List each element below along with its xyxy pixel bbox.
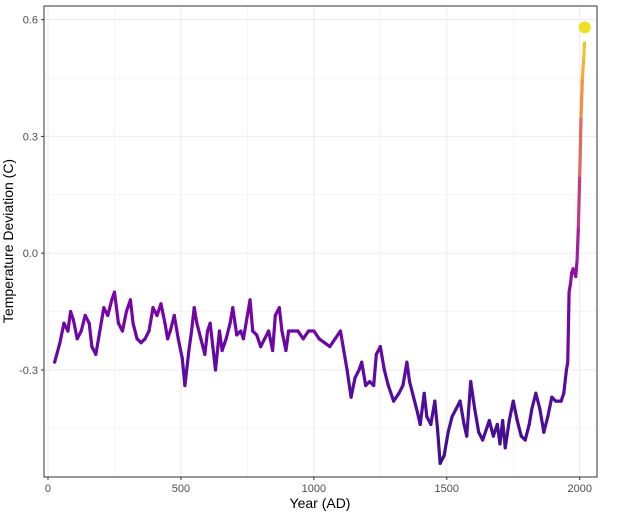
temperature-line-segment <box>574 259 579 279</box>
temperature-line-segment <box>187 329 194 353</box>
temperature-line-segment <box>94 329 102 356</box>
grid-lines <box>44 6 597 477</box>
panel-border <box>43 5 598 478</box>
temperature-line-segment <box>248 298 255 333</box>
temperature-line-segment <box>538 407 546 434</box>
y-tick-label: 0.3 <box>23 131 38 143</box>
temperature-line-segment <box>575 224 580 263</box>
temperature-line-segment <box>411 395 420 415</box>
temperature-line-segment <box>87 321 94 349</box>
temperature-line-segment <box>58 321 66 345</box>
temperature-line-segment <box>422 391 429 419</box>
temperature-line-segment <box>523 422 531 442</box>
y-tick-label: -0.3 <box>19 365 38 377</box>
temperature-line-segment <box>208 321 215 349</box>
temperature-line-segment <box>469 380 477 411</box>
y-tick-label: 0.0 <box>23 248 38 260</box>
temperature-line-segment <box>566 290 571 364</box>
temperature-line-segment <box>220 337 228 353</box>
temperature-line-segment <box>582 41 587 61</box>
temperature-line-segment <box>433 399 440 430</box>
temperature-line-segment <box>473 407 481 434</box>
temperature-line-segment <box>120 309 129 333</box>
endpoint-marker <box>578 21 591 34</box>
temperature-line-segment <box>159 302 167 325</box>
y-axis-title: Temperature Deviation (C) <box>0 159 16 323</box>
panel-background <box>44 6 597 477</box>
x-tick-label: 0 <box>45 483 51 495</box>
temperature-line-segment <box>562 368 569 395</box>
temperature-line-segment <box>382 368 390 388</box>
temperature-line-segment <box>176 337 184 360</box>
temperature-line-segment <box>515 418 523 438</box>
temperature-line-segment <box>147 306 155 333</box>
temperature-line <box>53 41 587 465</box>
plot-panel <box>43 5 598 478</box>
temperature-line-segment <box>277 306 284 333</box>
y-tick-label: 0.6 <box>23 15 38 27</box>
temperature-line-segment <box>71 317 79 341</box>
temperature-line-segment <box>534 391 542 411</box>
temperature-line-segment <box>542 415 550 434</box>
temperature-line-segment <box>203 329 210 356</box>
temperature-line-segment <box>579 76 584 119</box>
temperature-line-segment <box>349 376 357 399</box>
x-axis: 0 500 1000 1500 2000 <box>45 477 592 495</box>
x-tick-label: 2000 <box>567 483 591 495</box>
temperature-line-segment <box>338 329 345 349</box>
temperature-line-segment <box>446 415 454 434</box>
temperature-line-segment <box>131 321 139 341</box>
temperature-line-segment <box>481 426 489 442</box>
temperature-line-segment <box>183 348 191 388</box>
temperature-line-segment <box>576 173 582 228</box>
temperature-line-segment <box>128 298 135 325</box>
temperature-line-segment <box>386 383 396 403</box>
x-axis-title: Year (AD) <box>290 495 351 511</box>
temperature-line-segment <box>372 352 378 388</box>
x-tick-label: 1000 <box>302 483 326 495</box>
temperature-line-segment <box>465 380 473 438</box>
temperature-line-segment <box>405 360 412 384</box>
temperature-line-segment <box>106 298 114 318</box>
temperature-line-segment <box>568 271 574 286</box>
temperature-line-segment <box>458 399 466 427</box>
temperature-line-segment <box>192 306 199 325</box>
temperature-line-segment <box>241 321 248 341</box>
temperature-line-segment <box>527 407 534 427</box>
temperature-line-segment <box>578 115 583 177</box>
temperature-line-segment <box>360 360 368 388</box>
endpoint-layer <box>578 21 591 34</box>
temperature-line-segment <box>442 430 450 458</box>
temperature-line-segment <box>79 313 87 333</box>
temperature-line-segment <box>271 313 277 353</box>
temperature-line-segment <box>546 395 554 419</box>
temperature-line-segment <box>112 290 121 325</box>
y-axis: -0.3 0.0 0.3 0.6 <box>19 15 44 377</box>
temperature-line-segment <box>98 306 106 333</box>
temperature-line-segment <box>53 341 62 364</box>
temperature-line-segment <box>172 313 180 341</box>
temperature-line-segment <box>580 56 586 80</box>
temperature-line-segment <box>503 418 511 450</box>
temperature-line-segment <box>407 380 416 399</box>
temperature-line-segment <box>224 321 232 341</box>
temperature-line-segment <box>195 321 203 341</box>
temperature-line-segment <box>284 329 291 353</box>
x-tick-label: 500 <box>172 483 190 495</box>
temperature-line-segment <box>341 344 349 372</box>
temperature-line-segment <box>231 306 239 337</box>
temperature-line-segment <box>435 426 442 465</box>
x-tick-label: 1500 <box>435 483 459 495</box>
temperature-line-segment <box>511 399 519 423</box>
temperature-line-segment <box>378 344 386 372</box>
